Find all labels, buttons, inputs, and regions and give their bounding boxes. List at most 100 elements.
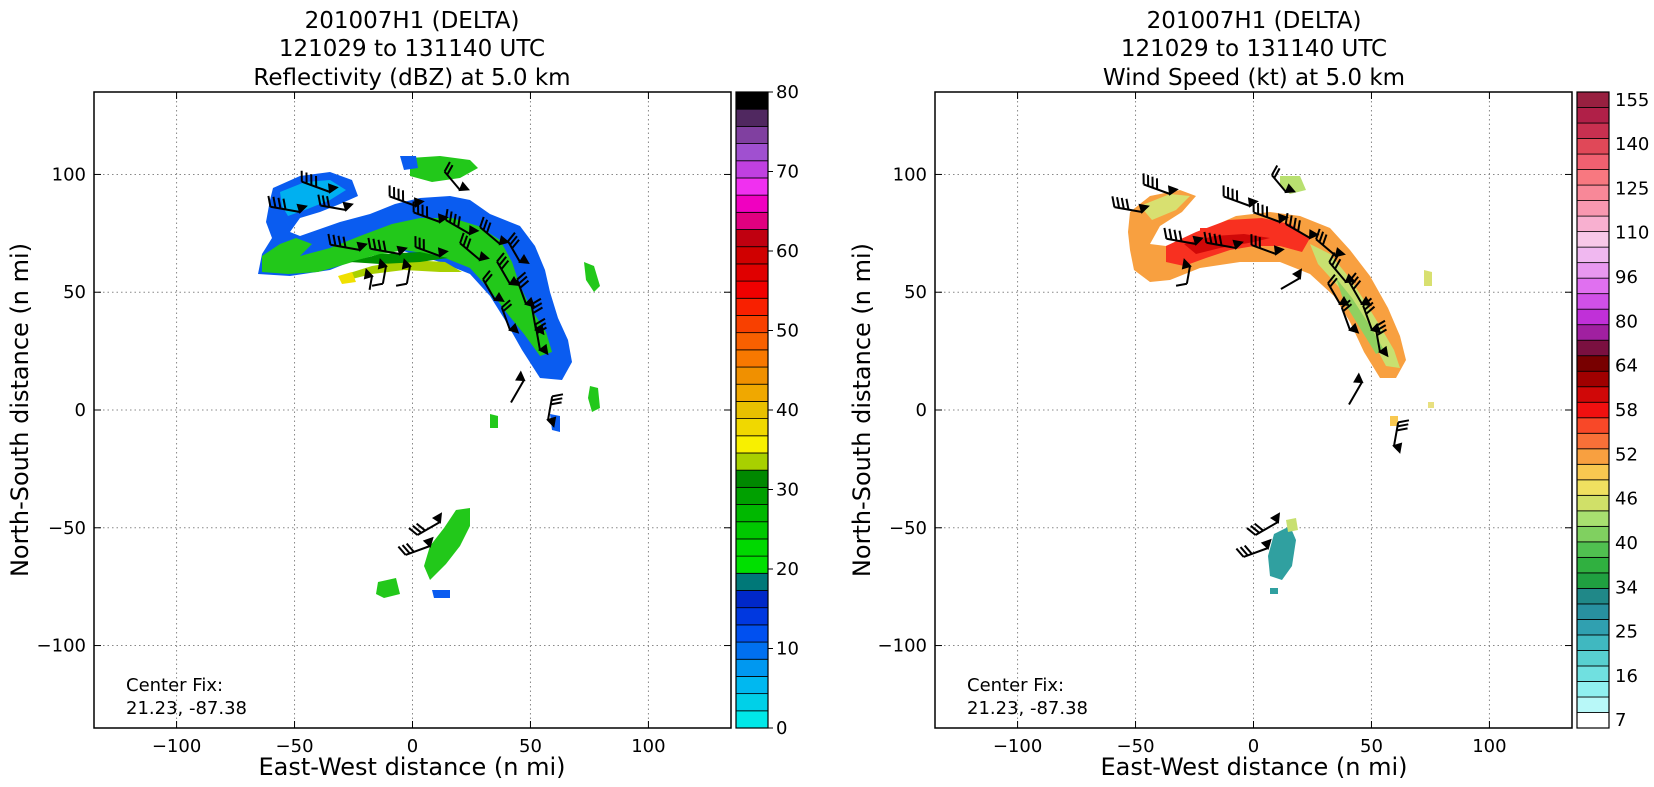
wind-speed-field <box>1128 176 1434 594</box>
wind-barb-flag <box>296 203 308 214</box>
colorbar-segment <box>1576 277 1610 295</box>
colorbar-tick-label: 80 <box>776 82 799 103</box>
colorbar-tick-label: 64 <box>1615 356 1638 377</box>
wind-barb-flag <box>1338 296 1350 307</box>
wind-region-green <box>1336 278 1384 354</box>
colorbar-segment <box>1576 122 1610 139</box>
wind-barb-feather <box>377 239 382 251</box>
y-tick-label: 0 <box>75 400 86 421</box>
x-axis-label: East-West distance (n mi) <box>1100 753 1407 781</box>
colorbar-segment <box>735 229 769 248</box>
colorbar-segment <box>735 91 769 110</box>
colorbar-tick-label: 30 <box>776 480 799 501</box>
wind-barb-feather <box>282 198 287 210</box>
colorbar-segment <box>1576 246 1610 264</box>
colorbar-segment <box>1576 650 1610 667</box>
colorbar-segment <box>735 383 769 402</box>
wind-barb-flag <box>1270 512 1281 524</box>
wind-barb-flag <box>377 258 388 270</box>
grid-lines <box>935 92 1572 728</box>
center-fix-label: Center Fix: <box>126 675 223 696</box>
colorbar-segment <box>735 401 769 419</box>
colorbar-segment <box>735 641 769 660</box>
colorbar-segment <box>735 486 769 505</box>
colorbar-segment <box>1576 339 1610 357</box>
colorbar-segment <box>1576 91 1610 108</box>
echo-cell-east4 <box>490 414 498 428</box>
wind-barb-feather <box>502 303 513 313</box>
colorbar-segment <box>1576 370 1610 388</box>
wind-barb-flag <box>437 213 449 224</box>
wind-barb-feather <box>1374 319 1386 328</box>
colorbar-tick-label: 40 <box>1615 533 1638 554</box>
colorbar-segment <box>735 693 769 712</box>
wind-barb-feather <box>485 222 492 234</box>
wind-barb-feather <box>516 271 527 281</box>
colorbar-segment <box>1576 665 1610 682</box>
wind-barb-flag <box>515 370 526 382</box>
wind-barb-feather <box>511 239 520 249</box>
colorbar-segment <box>1576 572 1610 589</box>
wind-barb-flag <box>468 225 480 236</box>
wind-barb-feather <box>484 273 493 284</box>
wind-barb-feather <box>1120 197 1125 209</box>
reflectivity-field <box>258 156 600 598</box>
echo-cell-east2 <box>588 386 600 412</box>
colorbar-segment <box>1576 541 1610 558</box>
colorbar-segment <box>1576 215 1610 233</box>
wind-barb-feather <box>530 297 542 306</box>
x-tick-label: −100 <box>152 736 201 757</box>
wind-barb-feather <box>1342 303 1353 313</box>
colorbar-segment <box>735 125 769 144</box>
wind-barb-feather <box>507 232 516 242</box>
wind-barb-feather <box>550 401 562 406</box>
wind-barb-feather <box>1397 419 1410 424</box>
echo-cell-south3 <box>432 590 450 598</box>
colorbar-segment <box>735 607 769 626</box>
colorbar-tick-label: 96 <box>1615 267 1638 288</box>
wind-barb-flag <box>1277 213 1289 224</box>
x-tick-label: −50 <box>1117 736 1155 757</box>
colorbar-segment <box>735 143 769 162</box>
wind-barb-flag <box>1348 322 1360 334</box>
wind-barb-flag <box>1273 245 1285 256</box>
x-tick-label: 0 <box>1248 736 1259 757</box>
wind-barb-flag <box>1181 258 1192 270</box>
wind-barb-feather <box>412 525 422 534</box>
wind-barb-feather <box>462 235 469 247</box>
axes: −100 −50 0 50 100 −100 −50 0 50 100 <box>37 91 732 757</box>
colorbar-segment <box>1576 494 1610 512</box>
echo-region-yellowgreen <box>340 260 462 280</box>
wind-barb-feather <box>1213 233 1218 245</box>
wind-barb-feather <box>1250 525 1260 534</box>
wind-barb-feather <box>1365 305 1376 315</box>
wind-barb-flag <box>1334 247 1346 258</box>
wind-barb-flag <box>401 258 412 270</box>
colorbar-segment <box>735 452 769 471</box>
wind-barb-feather <box>405 542 415 553</box>
wind-barb-flag <box>1260 538 1272 550</box>
wind-barb-feather <box>1334 258 1342 270</box>
y-tick-label: 50 <box>63 282 86 303</box>
wind-barb-feather <box>498 256 507 266</box>
colorbar-segment <box>1576 510 1610 527</box>
colorbar-segment <box>735 160 769 179</box>
wind-barb-feather <box>1363 301 1374 311</box>
wind-barb-feather <box>1328 251 1336 263</box>
colorbar-segment <box>735 315 769 334</box>
colorbar-tick-label: 34 <box>1615 577 1638 598</box>
wind-barb-flag <box>327 183 339 194</box>
colorbar-tick-label: 10 <box>776 639 799 660</box>
wind-barb-shaft <box>381 265 387 284</box>
wind-barb-feather <box>1362 297 1373 307</box>
wind-barb-feather <box>496 252 505 263</box>
center-fix-label: Center Fix: <box>967 675 1064 696</box>
wind-barb-feather <box>1352 279 1362 290</box>
wind-barb-flag <box>1284 183 1297 194</box>
panel-title-line3: Wind Speed (kt) at 5.0 km <box>1103 65 1405 91</box>
colorbar-segment <box>735 555 769 574</box>
colorbar-tick-label: 25 <box>1615 622 1638 643</box>
wind-cell-south3 <box>1270 588 1278 594</box>
wind-barb-flag <box>1167 185 1179 196</box>
wind-barb-flag <box>1232 239 1244 250</box>
